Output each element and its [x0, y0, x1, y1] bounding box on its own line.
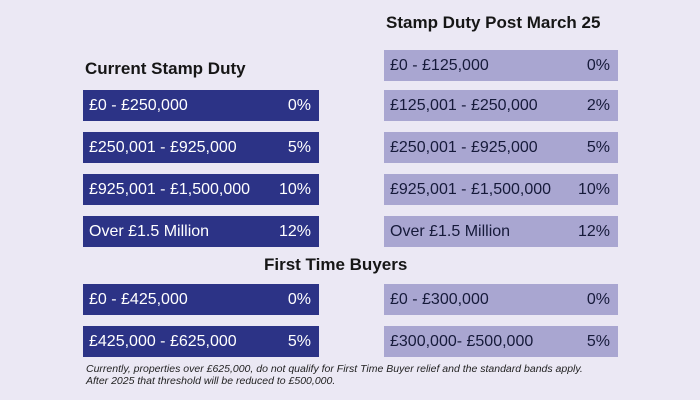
- band-rate: 12%: [278, 222, 311, 240]
- band-range: £425,000 - £625,000: [89, 332, 237, 350]
- current-band-row: £250,001 - £925,000 5%: [83, 132, 319, 163]
- band-rate: 0%: [586, 56, 610, 74]
- current-band-row: Over £1.5 Million 12%: [83, 216, 319, 247]
- footnote-line-2: After 2025 that threshold will be reduce…: [86, 375, 336, 387]
- footnote: Currently, properties over £625,000, do …: [86, 363, 626, 387]
- ftb-current-band-row: £0 - £425,000 0%: [83, 284, 319, 315]
- post-band-row: £925,001 - £1,500,000 10%: [384, 174, 618, 205]
- band-range: Over £1.5 Million: [89, 222, 210, 240]
- band-rate: 10%: [577, 180, 610, 198]
- band-range: £0 - £425,000: [89, 290, 188, 308]
- band-range: £125,001 - £250,000: [390, 96, 538, 114]
- band-range: £0 - £250,000: [89, 96, 188, 114]
- band-range: £925,001 - £1,500,000: [390, 180, 552, 198]
- band-range: £250,001 - £925,000: [89, 138, 237, 156]
- post-band-row: Over £1.5 Million 12%: [384, 216, 618, 247]
- first-time-buyers-heading: First Time Buyers: [264, 255, 408, 274]
- band-range: £0 - £125,000: [390, 56, 489, 74]
- post-march-heading: Stamp Duty Post March 25: [386, 13, 601, 32]
- band-rate: 12%: [577, 222, 610, 240]
- post-band-row: £0 - £125,000 0%: [384, 50, 618, 81]
- band-rate: 0%: [287, 290, 311, 308]
- band-rate: 2%: [586, 96, 610, 114]
- ftb-current-band-row: £425,000 - £625,000 5%: [83, 326, 319, 357]
- band-rate: 5%: [586, 332, 610, 350]
- post-band-row: £250,001 - £925,000 5%: [384, 132, 618, 163]
- band-rate: 0%: [287, 96, 311, 114]
- ftb-post-band-row: £300,000- £500,000 5%: [384, 326, 618, 357]
- band-range: £300,000- £500,000: [390, 332, 534, 350]
- footnote-line-1: Currently, properties over £625,000, do …: [86, 363, 583, 375]
- current-band-row: £925,001 - £1,500,000 10%: [83, 174, 319, 205]
- band-rate: 5%: [586, 138, 610, 156]
- band-range: £250,001 - £925,000: [390, 138, 538, 156]
- post-band-row: £125,001 - £250,000 2%: [384, 90, 618, 121]
- band-rate: 10%: [278, 180, 311, 198]
- ftb-post-band-row: £0 - £300,000 0%: [384, 284, 618, 315]
- current-stamp-duty-heading: Current Stamp Duty: [85, 59, 246, 78]
- current-band-row: £0 - £250,000 0%: [83, 90, 319, 121]
- band-rate: 5%: [287, 138, 311, 156]
- band-rate: 0%: [586, 290, 610, 308]
- band-rate: 5%: [287, 332, 311, 350]
- band-range: Over £1.5 Million: [390, 222, 511, 240]
- band-range: £0 - £300,000: [390, 290, 489, 308]
- band-range: £925,001 - £1,500,000: [89, 180, 251, 198]
